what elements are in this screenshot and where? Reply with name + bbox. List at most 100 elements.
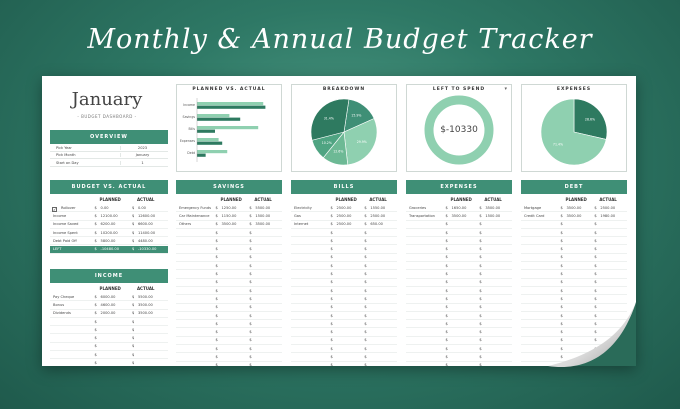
table-row[interactable]: $$ [406, 295, 512, 304]
actual-value[interactable]: 1500.00 [485, 213, 501, 218]
table-row[interactable]: Groceries $1650.00 $3500.00 [406, 204, 512, 213]
table-row[interactable]: Income $12100.00 $12600.00 [50, 212, 168, 221]
table-row[interactable]: Electricity $2500.00 $1550.00 [291, 204, 397, 213]
table-row[interactable]: $$ [291, 262, 397, 271]
actual-value[interactable]: 12600.00 [137, 213, 156, 218]
table-row[interactable]: $$ [521, 312, 627, 321]
table-row[interactable]: $$ [521, 246, 627, 254]
planned-value[interactable]: 3500.00 [451, 213, 467, 218]
table-row[interactable]: $$ [521, 229, 627, 238]
table-row[interactable]: $$ [50, 326, 168, 335]
table-row[interactable]: $$ [521, 320, 627, 329]
table-row[interactable]: $$ [176, 320, 282, 329]
actual-value[interactable]: 5500.00 [137, 294, 153, 299]
actual-value[interactable]: 4480.00 [137, 238, 153, 243]
planned-value[interactable]: -10480.00 [100, 247, 119, 252]
actual-value[interactable]: 1550.00 [370, 205, 386, 210]
planned-value[interactable]: 6200.00 [100, 222, 116, 227]
rollover-checkbox[interactable]: ✓ [52, 207, 57, 212]
actual-value[interactable]: 2500.00 [370, 213, 386, 218]
actual-value[interactable]: 3500.00 [485, 205, 501, 210]
table-row[interactable]: $$ [406, 262, 512, 271]
actual-value[interactable]: 3500.00 [137, 302, 153, 307]
planned-value[interactable]: 1250.00 [221, 205, 237, 210]
planned-value[interactable]: 1150.00 [221, 213, 237, 218]
overview-value[interactable]: 2023 [120, 145, 164, 150]
table-row[interactable]: $$ [521, 254, 627, 263]
table-row[interactable]: $$ [291, 237, 397, 246]
actual-value[interactable]: 11400.00 [137, 230, 156, 235]
table-row[interactable]: LEFT $ -10480.00 $ -10330.00 [50, 245, 168, 254]
table-row[interactable]: Car Maintenance $1150.00 $1500.00 [176, 212, 282, 221]
table-row[interactable]: $$ [176, 254, 282, 263]
table-row[interactable]: Credit Card $3500.00 $1980.00 [521, 212, 627, 221]
table-row[interactable]: $$ [176, 329, 282, 337]
table-row[interactable]: Pay Cheque $6000.00 $5500.00 [50, 293, 168, 302]
table-row[interactable]: $$ [176, 270, 282, 279]
table-row[interactable]: Mortgage $3500.00 $2500.00 [521, 204, 627, 213]
table-row[interactable]: $$ [406, 221, 512, 229]
table-row[interactable]: $$ [521, 295, 627, 304]
table-row[interactable]: $$ [406, 229, 512, 238]
actual-value[interactable]: 5500.00 [255, 205, 271, 210]
table-row[interactable]: $$ [291, 254, 397, 263]
actual-value[interactable]: 6600.00 [137, 222, 153, 227]
table-row[interactable]: $$ [176, 362, 282, 366]
table-row[interactable]: Dividends $2000.00 $3500.00 [50, 310, 168, 318]
planned-value[interactable]: 1650.00 [451, 205, 467, 210]
planned-value[interactable]: 2500.00 [336, 205, 352, 210]
planned-value[interactable]: 3500.00 [566, 213, 582, 218]
actual-value[interactable]: 1500.00 [255, 213, 271, 218]
table-row[interactable]: $$ [291, 246, 397, 254]
table-row[interactable]: $$ [521, 287, 627, 296]
table-row[interactable]: $$ [176, 353, 282, 362]
table-row[interactable]: $$ [521, 304, 627, 312]
table-row[interactable]: $$ [406, 345, 512, 354]
table-row[interactable]: $$ [521, 337, 627, 346]
table-row[interactable]: $$ [521, 221, 627, 229]
table-row[interactable]: $$ [291, 295, 397, 304]
table-row[interactable]: $$ [50, 343, 168, 352]
table-row[interactable]: $$ [406, 320, 512, 329]
planned-value[interactable]: 12100.00 [100, 213, 118, 218]
table-row[interactable]: Internet $2500.00 $650.00 [291, 221, 397, 229]
table-row[interactable]: $$ [406, 279, 512, 287]
table-row[interactable]: $$ [406, 312, 512, 321]
table-row[interactable]: $$ [176, 229, 282, 238]
actual-value[interactable]: 3500.00 [137, 311, 153, 316]
table-row[interactable]: $$ [176, 304, 282, 312]
table-row[interactable]: $$ [176, 237, 282, 246]
table-row[interactable]: $$ [406, 304, 512, 312]
planned-value[interactable]: 2000.00 [100, 311, 116, 316]
actual-value[interactable]: 2500.00 [600, 205, 616, 210]
planned-value[interactable]: 10200.00 [100, 230, 118, 235]
actual-value[interactable]: 650.00 [370, 222, 383, 227]
table-row[interactable]: Gas $2500.00 $2500.00 [291, 212, 397, 221]
table-row[interactable]: $$ [521, 329, 627, 337]
planned-value[interactable]: 2500.00 [336, 213, 352, 218]
table-row[interactable]: $$ [176, 295, 282, 304]
planned-value[interactable]: 6000.00 [100, 294, 116, 299]
planned-value[interactable]: 3500.00 [221, 222, 237, 227]
table-row[interactable]: $$ [50, 351, 168, 360]
table-row[interactable]: $$ [291, 345, 397, 354]
table-row[interactable]: $$ [291, 287, 397, 296]
table-row[interactable]: Rollover $0.00 $0.00 [50, 204, 168, 213]
table-row[interactable]: Bonus $4600.00 $3500.00 [50, 301, 168, 310]
table-row[interactable]: $$ [176, 279, 282, 287]
table-row[interactable]: $$ [176, 337, 282, 346]
table-row[interactable]: Debt Paid Off $5800.00 $4480.00 [50, 237, 168, 246]
table-row[interactable]: $$ [176, 246, 282, 254]
planned-value[interactable]: 5800.00 [100, 238, 116, 243]
planned-value[interactable]: 0.00 [100, 205, 109, 210]
table-row[interactable]: $$ [521, 270, 627, 279]
dropdown-icon[interactable]: ▾ [504, 86, 507, 92]
table-row[interactable]: $$ [50, 318, 168, 327]
table-row[interactable]: $$ [291, 312, 397, 321]
table-row[interactable]: $$ [291, 329, 397, 337]
table-row[interactable]: Emergency Funds $1250.00 $5500.00 [176, 204, 282, 213]
table-row[interactable]: Income Saved $6200.00 $6600.00 [50, 221, 168, 229]
table-row[interactable]: $$ [291, 279, 397, 287]
actual-value[interactable]: -10330.00 [137, 247, 157, 252]
overview-value[interactable]: January [120, 153, 164, 158]
